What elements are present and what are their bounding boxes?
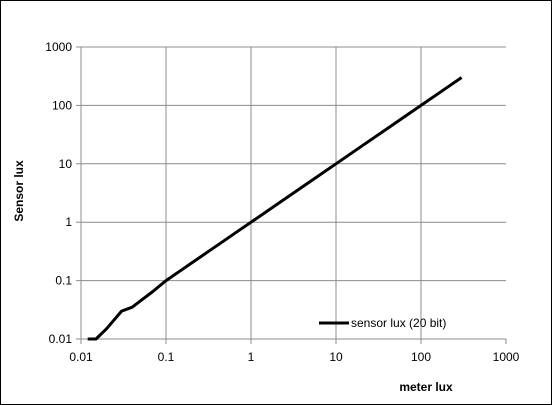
x-tick-label: 0.01 [69, 350, 93, 364]
x-tick-label: 10 [329, 350, 343, 364]
x-tick-label: 1 [248, 350, 255, 364]
series-line [87, 76, 463, 341]
y-tick-label: 100 [52, 98, 72, 112]
x-tick-label: 100 [411, 350, 431, 364]
grid-lines [81, 46, 506, 339]
y-tick-label: 10 [59, 157, 73, 171]
y-tick-label: 1 [65, 215, 72, 229]
y-tick-labels: 0.01 0.1 1 10 100 1000 [45, 40, 72, 346]
legend-label: sensor lux (20 bit) [351, 316, 446, 330]
series-layer [87, 76, 463, 341]
x-tick-label: 1000 [493, 350, 520, 364]
y-tick-label: 0.1 [55, 274, 72, 288]
y-tick-label: 1000 [45, 40, 72, 54]
x-tick-label: 0.1 [158, 350, 175, 364]
x-axis-title: meter lux [399, 380, 453, 394]
axes [76, 46, 507, 344]
y-tick-label: 0.01 [49, 332, 73, 346]
x-tick-labels: 0.01 0.1 1 10 100 1000 [69, 350, 519, 364]
y-axis-title: Sensor lux [12, 160, 26, 222]
legend: sensor lux (20 bit) [319, 316, 446, 330]
